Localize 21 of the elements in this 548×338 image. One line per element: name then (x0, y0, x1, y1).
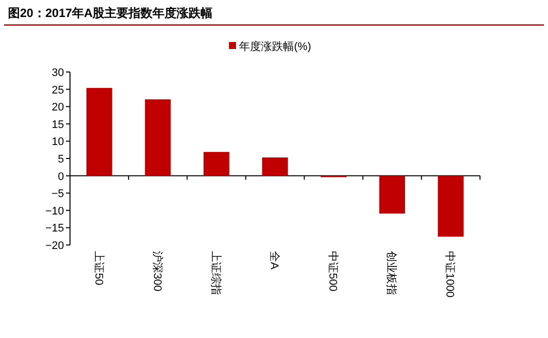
x-tick-label: 上证综指 (209, 251, 222, 295)
y-tick-label: 10 (52, 136, 64, 148)
legend-label: 年度涨跌幅(%) (239, 40, 312, 53)
x-tick-label: 中证1000 (444, 251, 457, 298)
x-tick-label: 中证500 (326, 251, 340, 292)
y-tick-label: 30 (52, 67, 64, 79)
y-tick-label: 25 (52, 84, 64, 96)
x-tick-label: 沪深300 (150, 251, 164, 292)
x-tick-label: 上证50 (92, 251, 106, 286)
y-tick-label: 0 (58, 170, 64, 183)
chart-title: 图20：2017年A股主要指数年度涨跌幅 (8, 6, 213, 20)
legend: 年度涨跌幅(%) (229, 41, 312, 53)
y-tick-label: −5 (51, 188, 64, 200)
y-tick-label: 5 (58, 154, 64, 166)
x-tick-label: 创业板指 (385, 251, 398, 295)
y-tick-label: 15 (52, 118, 64, 131)
y-tick-label: −15 (45, 222, 64, 235)
y-tick-label: −10 (45, 205, 64, 218)
y-tick-label: 20 (52, 102, 64, 114)
x-tick-label: 全A (268, 251, 280, 270)
y-tick-label: −20 (45, 240, 64, 252)
